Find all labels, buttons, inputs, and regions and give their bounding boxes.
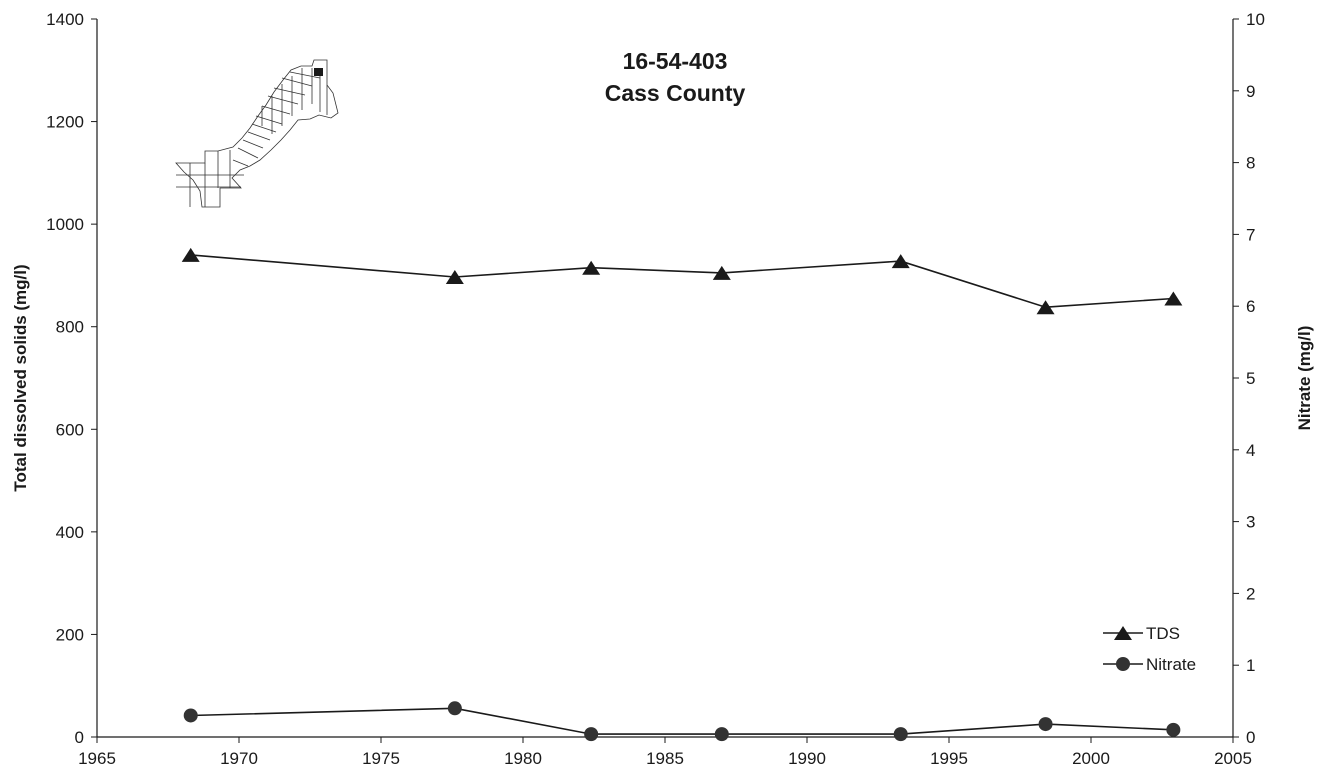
y-tick-label: 0	[75, 728, 84, 747]
data-point-nitrate	[584, 727, 599, 742]
x-tick-label: 2000	[1072, 749, 1110, 768]
data-point-tds	[445, 269, 464, 284]
x-tick-label: 1995	[930, 749, 968, 768]
y-axis-ticks: 0 200 400 600 800 1000 1200 1400	[46, 10, 97, 747]
y2-tick-label: 3	[1246, 513, 1255, 532]
legend-label-tds: TDS	[1146, 624, 1180, 643]
y2-tick-label: 10	[1246, 10, 1265, 29]
data-point-tds	[891, 254, 910, 269]
data-point-nitrate	[1166, 722, 1181, 737]
chart-subtitle: Cass County	[605, 80, 746, 106]
series-nitrate	[183, 701, 1181, 742]
x-tick-label: 1975	[362, 749, 400, 768]
y2-tick-label: 7	[1246, 225, 1255, 244]
y-tick-label: 1200	[46, 113, 84, 132]
y2-tick-label: 1	[1246, 656, 1255, 675]
y-tick-label: 800	[56, 318, 84, 337]
data-point-nitrate	[183, 708, 198, 723]
x-tick-label: 1990	[788, 749, 826, 768]
x-tick-label: 1970	[220, 749, 258, 768]
y2-axis-title: Nitrate (mg/l)	[1295, 326, 1314, 431]
data-point-tds	[1036, 300, 1055, 315]
series-layer	[181, 247, 1183, 742]
y2-tick-label: 9	[1246, 82, 1255, 101]
legend-label-nitrate: Nitrate	[1146, 655, 1196, 674]
data-point-tds	[1164, 291, 1183, 306]
x-axis-ticks: 1965 1970 1975 1980 1985 1990 1995 2000 2005	[78, 737, 1252, 768]
series-tds	[181, 247, 1183, 315]
x-tick-label: 1980	[504, 749, 542, 768]
data-point-tds	[712, 265, 731, 280]
y2-axis-ticks: 0 1 2 3 4 5 6 7 8 9 10	[1233, 10, 1265, 747]
y2-tick-label: 5	[1246, 369, 1255, 388]
data-point-nitrate	[447, 701, 462, 716]
y-tick-label: 400	[56, 523, 84, 542]
legend-marker-tds	[1114, 626, 1132, 640]
y2-tick-label: 4	[1246, 441, 1255, 460]
y2-tick-label: 0	[1246, 728, 1255, 747]
y-tick-label: 1000	[46, 215, 84, 234]
data-point-nitrate	[714, 727, 729, 742]
chart-title: 16-54-403	[623, 48, 728, 74]
legend-marker-nitrate	[1116, 657, 1130, 671]
y2-tick-label: 6	[1246, 297, 1255, 316]
chart-titles: 16-54-403 Cass County	[605, 48, 746, 106]
data-point-nitrate	[1038, 717, 1053, 732]
y-tick-label: 1400	[46, 10, 84, 29]
data-point-tds	[582, 260, 601, 275]
texas-county-map-icon	[175, 59, 339, 208]
y-tick-label: 200	[56, 625, 84, 644]
x-tick-label: 1985	[646, 749, 684, 768]
x-tick-label: 1965	[78, 749, 116, 768]
x-tick-label: 2005	[1214, 749, 1252, 768]
y-tick-label: 600	[56, 420, 84, 439]
y2-tick-label: 2	[1246, 584, 1255, 603]
y-axis-title: Total dissolved solids (mg/l)	[11, 264, 30, 491]
data-point-tds	[181, 247, 200, 262]
data-point-nitrate	[893, 727, 908, 742]
legend: TDS Nitrate	[1103, 624, 1196, 674]
y2-tick-label: 8	[1246, 154, 1255, 173]
